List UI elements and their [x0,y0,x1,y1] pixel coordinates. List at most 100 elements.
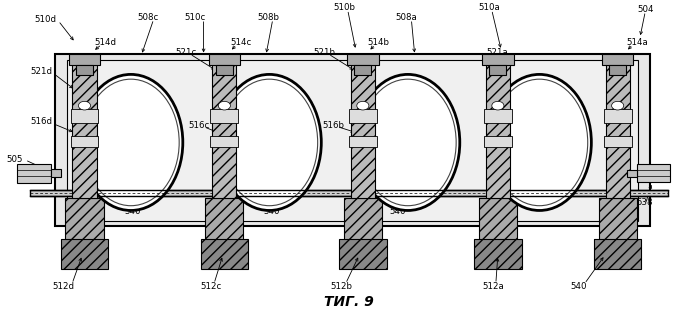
Bar [606,54,630,198]
Ellipse shape [492,101,504,110]
Text: 508a: 508a [395,13,417,22]
Ellipse shape [491,79,588,206]
Bar [66,198,103,240]
Bar [609,65,626,75]
Bar [479,198,517,240]
Text: 514b: 514b [368,38,389,47]
Bar [73,54,96,198]
Ellipse shape [359,79,456,206]
Bar [599,198,637,240]
Text: 510c: 510c [184,13,205,22]
Bar [200,239,248,269]
Bar [212,54,237,198]
Text: 508c: 508c [138,13,159,22]
Text: 540: 540 [125,207,141,215]
Bar [479,198,517,240]
Text: 540: 540 [570,282,587,291]
Bar [70,109,98,123]
Text: 508b: 508b [258,13,280,22]
Bar [637,164,670,182]
Text: 516a: 516a [494,121,516,130]
Bar [76,65,93,75]
Ellipse shape [218,101,230,110]
Bar [347,54,378,65]
Bar [68,54,101,65]
Text: 510a: 510a [479,4,500,12]
Text: 516d: 516d [31,117,52,126]
Bar [350,54,375,198]
Text: 512a: 512a [482,282,505,291]
Text: 512d: 512d [52,282,75,291]
Bar [482,54,514,65]
Text: 521d: 521d [31,67,52,76]
Bar [200,239,248,269]
Bar [604,109,632,123]
Bar [349,136,377,147]
Text: 514a: 514a [626,38,648,47]
Text: 510d: 510d [34,15,56,24]
Bar [594,239,641,269]
Ellipse shape [218,75,321,211]
Ellipse shape [487,75,591,211]
Bar [205,198,244,240]
Bar [484,136,512,147]
Ellipse shape [221,79,318,206]
Bar [210,109,238,123]
Ellipse shape [356,75,460,211]
Text: 516b: 516b [322,121,345,130]
Bar [594,239,641,269]
Bar [339,239,387,269]
Bar [602,54,633,65]
Ellipse shape [82,79,179,206]
Bar [205,198,244,240]
Bar [70,136,98,147]
Ellipse shape [79,75,183,211]
Ellipse shape [611,101,624,110]
Text: 516c: 516c [188,121,209,130]
Bar [484,109,512,123]
Text: 538: 538 [637,198,653,207]
Bar [209,54,240,65]
Text: 510b: 510b [334,4,356,12]
Bar [61,239,108,269]
Bar [31,190,667,196]
Bar [17,164,50,183]
Ellipse shape [78,101,91,110]
Bar [73,54,96,198]
Bar [344,198,382,240]
Bar [355,65,371,75]
Text: 514d: 514d [94,38,116,47]
Bar [212,54,237,198]
Text: 540: 540 [389,207,406,215]
Text: 512b: 512b [330,282,352,291]
Text: 512c: 512c [200,282,221,291]
Bar [474,239,521,269]
Bar [66,198,103,240]
Bar [54,54,651,226]
Bar [486,54,510,198]
Bar [627,170,637,177]
Text: ΤИГ. 9: ΤИГ. 9 [324,295,374,308]
Bar [606,54,630,198]
Bar [50,169,61,177]
Text: 504: 504 [637,5,653,14]
Ellipse shape [357,101,369,110]
Text: 521a: 521a [486,48,508,57]
Bar [67,60,638,221]
Text: 521c: 521c [176,48,197,57]
Bar [210,136,238,147]
Text: 540: 540 [263,207,280,215]
Bar [349,109,377,123]
Bar [344,198,382,240]
Bar [489,65,506,75]
Bar [599,198,637,240]
Bar [216,65,233,75]
Bar [339,239,387,269]
Bar [350,54,375,198]
Bar [61,239,108,269]
Text: 521b: 521b [313,48,335,57]
Bar [486,54,510,198]
Text: 514c: 514c [230,38,251,47]
Bar [604,136,632,147]
Text: 505: 505 [6,155,23,164]
